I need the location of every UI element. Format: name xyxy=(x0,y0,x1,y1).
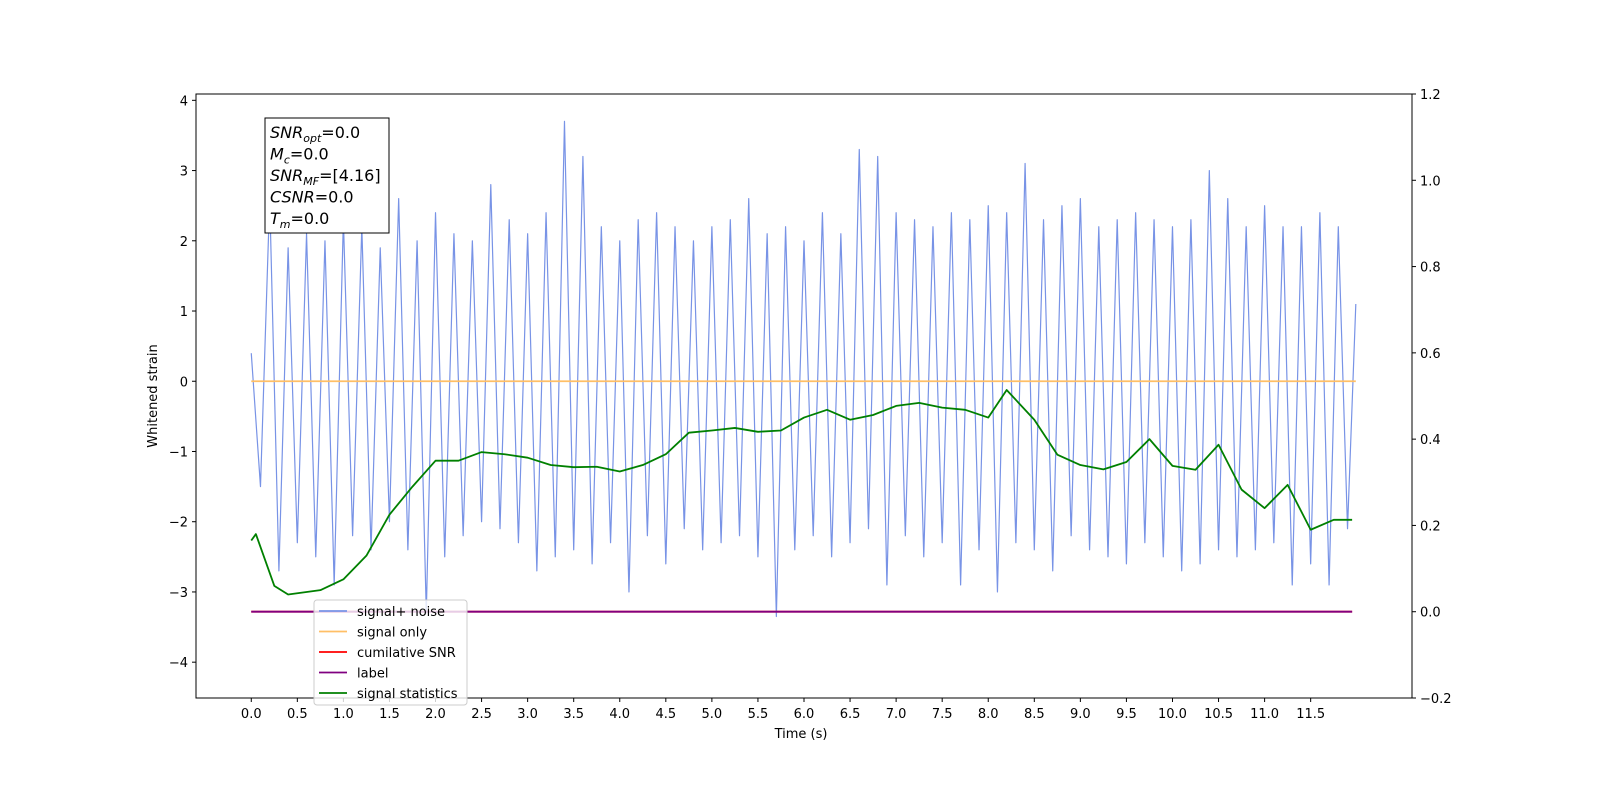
annotation-value: =0.0 xyxy=(291,209,330,228)
annotation-symbol: CSNR xyxy=(270,188,315,207)
ticks: 0.0 0.5 1.0 1.5 2.0 2.5 3.0 3.5 4.0 4.5 5.0 5.5 6.0 6… xyxy=(169,88,1452,722)
y2-tick-label: 1.2 xyxy=(1420,88,1441,103)
x-tick-label: 6.5 xyxy=(840,707,861,722)
x-tick-label: 4.5 xyxy=(655,707,676,722)
y2-tick-label: 0.0 xyxy=(1420,606,1441,621)
y-tick-label: −1 xyxy=(169,445,188,460)
y2-tick-label: 0.6 xyxy=(1420,347,1441,362)
y-tick-label: −2 xyxy=(169,516,188,531)
x-tick-label: 0.0 xyxy=(241,707,262,722)
annotation-line: Tm=0.0 xyxy=(270,209,329,231)
y2-tick-label: 0.2 xyxy=(1420,519,1441,534)
annotation: SNRopt=0.0Mc=0.0SNRMF=[4.16]CSNR=0.0Tm=0… xyxy=(270,123,381,231)
y-axis-label: Whitened strain xyxy=(146,344,161,447)
x-tick-label: 6.0 xyxy=(794,707,815,722)
y2-tick-label: 1.0 xyxy=(1420,174,1441,189)
x-tick-label: 3.0 xyxy=(517,707,538,722)
annotation-line: Mc=0.0 xyxy=(270,145,329,167)
annotation-line: SNRMF=[4.16] xyxy=(270,166,381,188)
x-tick-label: 8.0 xyxy=(978,707,999,722)
x-tick-label: 1.0 xyxy=(333,707,354,722)
x-tick-label: 2.5 xyxy=(471,707,492,722)
y2-tick-label: −0.2 xyxy=(1420,692,1452,707)
y-tick-label: −4 xyxy=(169,656,188,671)
annotation-line: SNRopt=0.0 xyxy=(270,123,360,145)
annotation-symbol: SNR xyxy=(270,166,303,185)
x-tick-label: 5.5 xyxy=(748,707,769,722)
annotation-subscript: c xyxy=(284,154,290,167)
annotation-subscript: MF xyxy=(303,175,319,188)
x-tick-label: 7.0 xyxy=(886,707,907,722)
y-tick-label: 4 xyxy=(180,94,188,109)
x-tick-label: 10.5 xyxy=(1204,707,1233,722)
legend-label: signal+ noise xyxy=(357,605,445,620)
annotation-symbol: SNR xyxy=(270,123,303,142)
x-tick-label: 7.5 xyxy=(932,707,953,722)
x-tick-label: 3.5 xyxy=(563,707,584,722)
series-line xyxy=(250,120,1357,618)
y-tick-label: −3 xyxy=(169,586,188,601)
x-tick-label: 11.5 xyxy=(1296,707,1325,722)
legend-entries: signal+ noise signal only cumilative SNR la… xyxy=(319,605,458,702)
x-tick-label: 8.5 xyxy=(1024,707,1045,722)
annotation-value: =[4.16] xyxy=(319,166,381,185)
x-tick-label: 1.5 xyxy=(379,707,400,722)
legend-label: cumilative SNR xyxy=(357,646,456,661)
x-tick-label: 0.5 xyxy=(287,707,308,722)
y-tick-label: 1 xyxy=(180,305,188,320)
annotation-subscript: m xyxy=(280,218,291,231)
legend-label: label xyxy=(357,667,388,682)
y2-tick-label: 0.8 xyxy=(1420,261,1441,276)
annotation-line: CSNR=0.0 xyxy=(270,188,354,207)
x-tick-label: 11.0 xyxy=(1250,707,1279,722)
y2-tick-label: 0.4 xyxy=(1420,433,1441,448)
series-line xyxy=(250,389,1353,596)
annotation-box xyxy=(264,117,390,234)
x-tick-label: 10.0 xyxy=(1158,707,1187,722)
x-axis-label: Time (s) xyxy=(774,727,828,742)
annotation-subscript: opt xyxy=(303,132,322,145)
legend-label: signal only xyxy=(357,626,427,641)
x-tick-label: 9.0 xyxy=(1070,707,1091,722)
annotation-value: =0.0 xyxy=(315,188,354,207)
annotation-value: =0.0 xyxy=(290,145,329,164)
y-tick-label: 2 xyxy=(180,235,188,250)
y-tick-label: 0 xyxy=(180,375,188,390)
legend xyxy=(313,599,468,706)
x-tick-label: 4.0 xyxy=(609,707,630,722)
x-tick-label: 5.0 xyxy=(702,707,723,722)
annotation-value: =0.0 xyxy=(321,123,360,142)
annotation-symbol: T xyxy=(270,209,281,228)
legend-label: signal statistics xyxy=(357,687,458,702)
annotation-symbol: M xyxy=(270,145,284,164)
x-tick-label: 2.0 xyxy=(425,707,446,722)
y-tick-label: 3 xyxy=(180,165,188,180)
x-tick-label: 9.5 xyxy=(1116,707,1137,722)
